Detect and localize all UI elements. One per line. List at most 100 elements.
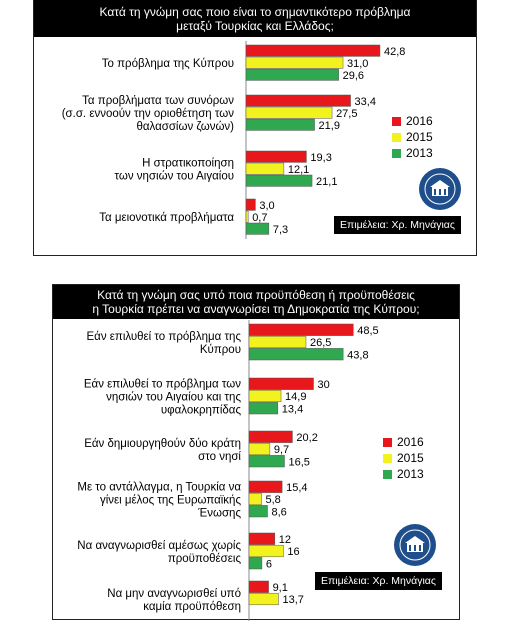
chart-legend: 2016 2015 2013: [392, 113, 433, 161]
bar-2015: [248, 335, 307, 349]
data-label: 5,8: [265, 494, 280, 506]
chart-title-line: η Τουρκία πρέπει να αναγνωρίσει τη Δημοκ…: [92, 302, 420, 316]
data-label: 12: [279, 534, 291, 546]
data-label: 16,5: [288, 456, 309, 468]
chart-title-line: Κατά τη γνώμη σας υπό ποια προϋπόθεση ή …: [97, 288, 415, 302]
category-label: Να μην αναγνωρισθεί υπό: [107, 588, 241, 600]
bar-2013: [248, 402, 279, 415]
bar-2013: [245, 222, 270, 235]
legend-label: 2016: [406, 114, 433, 128]
bar-2016: [245, 150, 307, 163]
legend-label: 2015: [406, 130, 433, 144]
category-label: των νησιών του Αιγαίου: [114, 171, 234, 183]
data-label: 6: [266, 558, 272, 570]
category-label: Εάν επιλυθεί το πρόβλημα των: [84, 378, 241, 390]
legend-item-2016: 2016: [383, 434, 424, 450]
data-label: 43,8: [347, 349, 368, 361]
bar-2013: [248, 455, 285, 468]
legend-swatch-2016: [392, 116, 401, 126]
bar-2015: [245, 106, 333, 119]
data-label: 19,3: [310, 152, 331, 164]
bar-2015: [245, 56, 344, 69]
category-label: υφαλοκρηπίδας: [161, 404, 242, 416]
legend-item-2016: 2016: [392, 113, 433, 129]
data-label: 21,1: [316, 176, 337, 188]
data-label: 31,0: [347, 58, 368, 70]
bar-chart-problem: Το πρόβλημα της Κύπρου 42,8 31,029,6 Τα προ…: [62, 41, 405, 239]
bar-2015: [245, 210, 249, 223]
bar-2013: [248, 505, 268, 518]
university-seal-icon: [419, 168, 461, 210]
bar-2013: [248, 557, 263, 570]
legend-label: 2013: [397, 467, 424, 481]
bar-2016: [248, 430, 293, 443]
category-label: Τα μειονοτικά προβλήματα: [99, 212, 234, 224]
bar-2016: [248, 323, 354, 336]
category-label: γίνει μέλος της Ευρωπαϊκής: [100, 494, 242, 506]
bar-2016: [245, 198, 256, 211]
credit-label: Επιμέλεια: Χρ. Μηνάγιας: [334, 216, 461, 234]
category-label: Με το αντάλλαγμα, η Τουρκία να: [77, 481, 241, 493]
category-label: (σ.σ. εννοούν την οριοθέτηση των: [62, 108, 235, 120]
category-label: Εάν επιλυθεί το πρόβλημα της: [87, 331, 242, 343]
data-label: 13,7: [282, 594, 303, 606]
category-label: Το πρόβλημα της Κύπρου: [102, 58, 234, 70]
chart-title: Κατά τη γνώμη σας υπό ποια προϋπόθεση ή …: [53, 285, 459, 319]
data-label: 21,9: [319, 120, 340, 132]
data-label: 13,4: [282, 403, 303, 415]
bar-2015: [248, 442, 271, 456]
legend-item-2015: 2015: [392, 129, 433, 145]
legend-swatch-2015: [392, 132, 401, 142]
chart-panel-recognition: Κατά τη γνώμη σας υπό ποια προϋπόθεση ή …: [52, 284, 460, 621]
chart-title-line: Κατά τη γνώμη σας ποιο είναι το σημαντικ…: [99, 5, 411, 19]
bar-2016: [248, 480, 283, 493]
bar-2016: [248, 532, 276, 545]
chart-title-line: μεταξύ Τουρκίας και Ελλάδος;: [176, 19, 334, 33]
data-label: 15,4: [286, 482, 307, 494]
bar-2015: [248, 389, 282, 403]
legend-item-2013: 2013: [383, 466, 424, 482]
category-label: Η στρατικοποίηση: [142, 158, 234, 170]
legend-swatch-2013: [383, 469, 392, 479]
category-label: νησιών του Αιγαίου και της: [106, 391, 241, 403]
data-label: 12,1: [288, 164, 309, 176]
category-label: Εάν δημιουργηθούν δύο κράτη: [84, 438, 241, 450]
data-label: 14,9: [285, 391, 306, 403]
data-label: 27,5: [336, 108, 357, 120]
bar-2016: [248, 580, 269, 593]
legend-swatch-2013: [392, 148, 401, 158]
bar-2015: [245, 162, 285, 175]
data-label: 30: [318, 379, 330, 391]
bar-2013: [245, 68, 339, 81]
data-label: 42,8: [384, 46, 405, 58]
bar-2016: [245, 94, 351, 107]
bar-2015: [248, 492, 262, 506]
chart-legend: 2016 2015 2013: [383, 434, 424, 482]
data-label: 9,7: [274, 444, 289, 456]
data-label: 48,5: [357, 325, 378, 337]
data-label: 0,7: [252, 212, 267, 224]
data-label: 29,6: [343, 70, 364, 82]
data-label: 33,4: [355, 96, 376, 108]
bar-2013: [245, 118, 315, 131]
bar-2013: [248, 348, 344, 361]
legend-item-2013: 2013: [392, 145, 433, 161]
data-label: 3,0: [259, 200, 274, 212]
data-label: 9,1: [273, 582, 288, 594]
bar-2015: [248, 544, 284, 558]
legend-item-2015: 2015: [383, 450, 424, 466]
bar-2015: [248, 592, 279, 606]
chart-panel-problem: Κατά τη γνώμη σας ποιο είναι το σημαντικ…: [33, 0, 477, 256]
category-label: Τα προβλήματα των συνόρων: [82, 95, 234, 107]
university-seal-icon: [394, 524, 436, 566]
category-label: καμία προϋπόθεση: [143, 601, 241, 613]
legend-label: 2015: [397, 451, 424, 465]
data-label: 16: [287, 546, 299, 558]
category-label: Να αναγνωρισθεί αμέσως χωρίς: [77, 540, 241, 552]
legend-swatch-2016: [383, 437, 392, 447]
category-label: θαλασσίων ζωνών): [136, 121, 234, 133]
category-label: Κύπρου: [200, 344, 241, 356]
data-label: 20,2: [296, 432, 317, 444]
data-label: 8,6: [271, 506, 286, 518]
